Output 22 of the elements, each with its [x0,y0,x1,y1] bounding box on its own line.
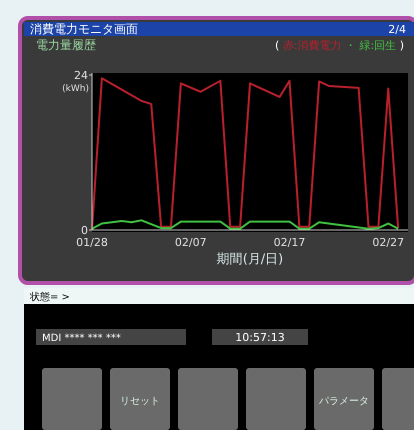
x-axis-title: 期間(月/日) [216,252,284,267]
line-series [91,77,400,231]
text: リセット [120,396,160,407]
chart-title: 消費電力モニタ画面 [30,22,138,36]
line-series [91,219,400,230]
x-tick-label: 01/28 [76,236,108,249]
text: ・ 緑:回生 [344,39,396,52]
x-tick-label: 02/27 [372,236,404,249]
text: 2/4 [388,23,406,36]
text: ( [274,39,283,52]
y-axis-title: (kWh) [62,84,89,94]
text: パラメータ [318,396,369,407]
text: 赤:消費電力 [282,39,342,52]
y-tick-label: 24 [74,68,88,82]
text: 状態= > [29,291,70,303]
text: MDI **** *** *** [42,333,121,344]
y-tick-label: 0 [81,224,88,237]
text: 10:57:13 [235,331,285,344]
x-tick-label: 02/07 [174,236,207,249]
x-tick-label: 02/17 [274,236,306,249]
chart-subtitle: 電力量履歴 [36,38,96,52]
text: ) [396,39,404,52]
